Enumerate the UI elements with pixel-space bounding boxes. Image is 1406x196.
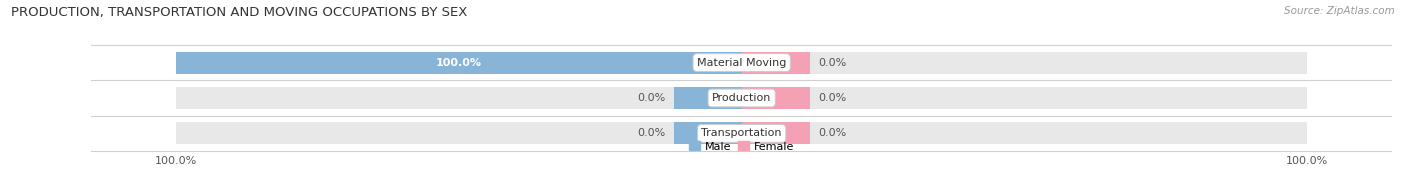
Bar [742, 52, 1308, 74]
Bar [673, 122, 742, 144]
Bar [176, 122, 742, 144]
Bar [742, 87, 1308, 109]
Legend: Male, Female: Male, Female [685, 137, 799, 156]
Bar [742, 122, 1308, 144]
Bar [673, 87, 742, 109]
Text: 0.0%: 0.0% [818, 128, 846, 138]
Text: 0.0%: 0.0% [637, 128, 665, 138]
Text: Production: Production [711, 93, 772, 103]
Text: 0.0%: 0.0% [818, 58, 846, 68]
Bar [176, 52, 742, 74]
Text: 0.0%: 0.0% [637, 93, 665, 103]
Bar [742, 87, 810, 109]
Bar [176, 87, 742, 109]
Text: Source: ZipAtlas.com: Source: ZipAtlas.com [1284, 6, 1395, 16]
Text: PRODUCTION, TRANSPORTATION AND MOVING OCCUPATIONS BY SEX: PRODUCTION, TRANSPORTATION AND MOVING OC… [11, 6, 468, 19]
Bar [742, 122, 810, 144]
Text: 100.0%: 100.0% [436, 58, 482, 68]
Text: Material Moving: Material Moving [697, 58, 786, 68]
Text: 0.0%: 0.0% [818, 93, 846, 103]
Text: Transportation: Transportation [702, 128, 782, 138]
Bar [742, 52, 810, 74]
Bar [176, 52, 742, 74]
